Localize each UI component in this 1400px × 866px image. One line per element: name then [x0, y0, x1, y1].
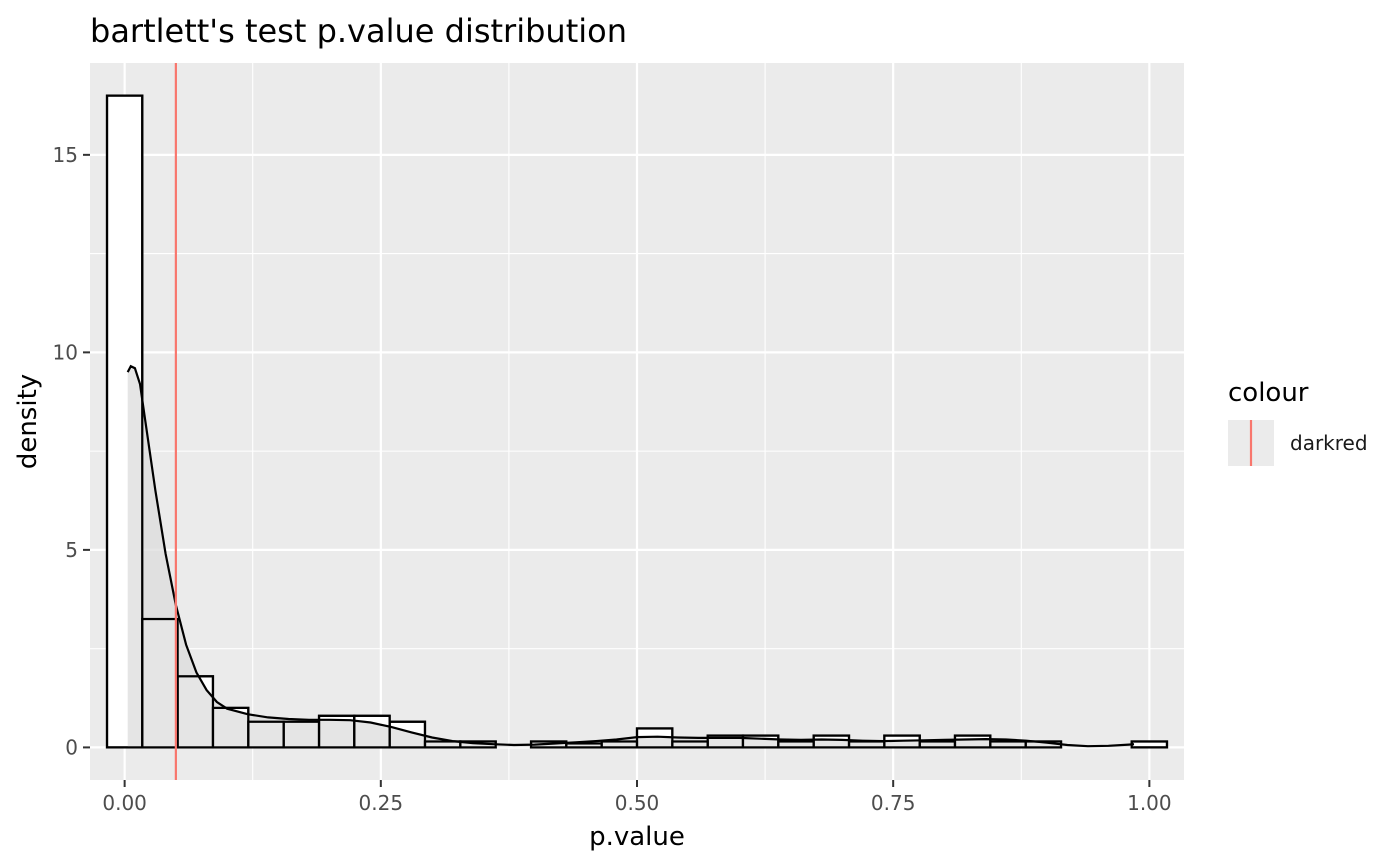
chart-title: bartlett's test p.value distribution — [90, 12, 627, 50]
x-tick-label: 0.25 — [359, 791, 404, 815]
y-axis-ticks: 0 5 10 15 — [53, 143, 90, 759]
y-tick-label: 5 — [65, 538, 78, 562]
legend-label: darkred — [1290, 431, 1368, 455]
x-tick-label: 0.75 — [871, 791, 916, 815]
density-line — [105, 94, 1169, 749]
y-tick-label: 10 — [53, 340, 78, 364]
x-tick-label: 0.50 — [615, 791, 660, 815]
y-axis-title: density — [13, 374, 43, 469]
histogram-bar-outline — [388, 720, 427, 749]
x-tick-label: 1.00 — [1127, 791, 1172, 815]
x-tick-label: 0.00 — [102, 791, 147, 815]
x-axis-ticks: 0.00 0.25 0.50 0.75 1.00 — [102, 780, 1172, 815]
histogram-bar-outline — [105, 94, 144, 749]
legend: colour darkred — [1228, 378, 1368, 466]
density-curve — [126, 364, 1135, 748]
x-axis-title: p.value — [589, 822, 685, 852]
legend-title: colour — [1228, 378, 1309, 408]
y-tick-label: 0 — [65, 735, 78, 759]
y-tick-label: 15 — [53, 143, 78, 167]
